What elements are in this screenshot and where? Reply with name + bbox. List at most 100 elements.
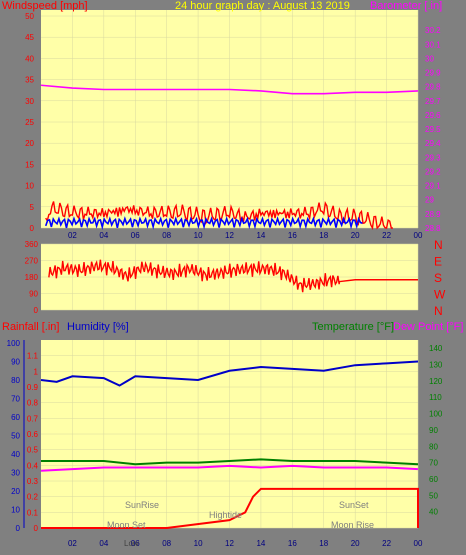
barometer-tick: 29.3 — [425, 153, 441, 162]
direction-tick: 270 — [25, 257, 39, 266]
rain-tick: 0.3 — [27, 477, 39, 486]
windspeed-tick: 30 — [25, 97, 34, 106]
barometer-tick: 29.6 — [425, 111, 441, 120]
rain-tick: 0.5 — [27, 446, 39, 455]
time-tick: 16 — [288, 231, 297, 240]
rain-tick: 0 — [34, 524, 39, 533]
time-tick: 22 — [382, 539, 391, 548]
barometer-tick: 29.5 — [425, 125, 441, 134]
rain-series — [40, 360, 419, 529]
temperature-tick: 70 — [429, 459, 438, 468]
humidity-label: Humidity [%] — [67, 321, 129, 333]
humidity-tick: 90 — [11, 358, 20, 367]
barometer-tick: 29.4 — [425, 139, 441, 148]
rain-tick: 0.2 — [27, 493, 39, 502]
barometer-title: Barometer [.in] — [370, 0, 442, 12]
rainfall-line — [41, 487, 419, 529]
time-tick: 04 — [99, 231, 108, 240]
windspeed-tick: 50 — [25, 12, 34, 21]
humidity-tick: 50 — [11, 432, 20, 441]
time-tick: 12 — [225, 231, 234, 240]
compass-label: S — [434, 271, 442, 285]
time-tick: 20 — [351, 539, 360, 548]
windspeed-line — [45, 201, 393, 231]
time-tick: 12 — [225, 539, 234, 548]
wind-series — [40, 84, 419, 231]
barometer-tick: 29.1 — [425, 182, 441, 191]
wind-plot-grid — [41, 10, 419, 229]
compass-label: N — [434, 238, 443, 252]
time-tick: 22 — [382, 231, 391, 240]
barometer-tick: 30.2 — [425, 26, 441, 35]
direction-tick: 0 — [34, 306, 39, 315]
compass-label: N — [434, 304, 443, 318]
windspeed-tick: 40 — [25, 54, 34, 63]
time-tick: 08 — [162, 539, 171, 548]
rain-tick: 0.8 — [27, 399, 39, 408]
temperature-tick: 110 — [429, 393, 442, 402]
windspeed-tick: 45 — [25, 33, 34, 42]
time-tick: 02 — [68, 231, 77, 240]
direction-tick: 180 — [25, 273, 39, 282]
time-tick: 10 — [194, 539, 203, 548]
temperature-tick: 130 — [429, 361, 443, 370]
temperature-tick: 50 — [429, 491, 438, 500]
windspeed-tick: 15 — [25, 160, 34, 169]
rain-tick: 1 — [34, 367, 39, 376]
barometer-axis: 28.8 28.9 29 29.1 29.2 29.3 29.4 29.5 29.6 29.7 29… — [425, 26, 441, 233]
humidity-tick: 70 — [11, 395, 20, 404]
temperature-line — [41, 458, 419, 466]
time-tick: 06 — [131, 231, 140, 240]
moonrise-label: Moon Rise — [331, 520, 374, 530]
compass-label: W — [434, 288, 446, 302]
humidity-axis: 0 10 20 30 40 50 60 70 80 90 100 — [7, 339, 25, 533]
temperature-tick: 80 — [429, 442, 438, 451]
humidity-tick: 60 — [11, 413, 20, 422]
hightide-label: Hightide — [209, 510, 242, 520]
temperature-tick: 140 — [429, 344, 443, 353]
direction-tick: 90 — [29, 290, 38, 299]
dew-point-label: Dew Point [°F] — [393, 321, 463, 333]
time-tick: 20 — [351, 231, 360, 240]
windspeed-tick: 10 — [25, 182, 34, 191]
rain-tick: 0.7 — [27, 414, 39, 423]
direction-tick: 360 — [25, 240, 39, 249]
time-tick: 14 — [256, 231, 265, 240]
rain-tick: 0.9 — [27, 383, 39, 392]
rain-tick: 0.4 — [27, 461, 39, 470]
time-tick: 18 — [319, 539, 328, 548]
humidity-line — [40, 360, 419, 387]
direction-line — [48, 259, 418, 293]
direction-series — [48, 259, 418, 293]
windspeed-tick: 0 — [30, 224, 35, 233]
barometer-tick: 29.8 — [425, 83, 441, 92]
compass-label: E — [434, 255, 442, 269]
humidity-tick: 30 — [11, 469, 20, 478]
time-tick: 00 — [414, 231, 423, 240]
time-tick: 14 — [256, 539, 265, 548]
barometer-tick: 29.9 — [425, 69, 441, 78]
time-tick: 00 — [414, 539, 423, 548]
humidity-tick: 20 — [11, 487, 20, 496]
humidity-tick: 10 — [11, 506, 20, 515]
time-tick: 18 — [319, 231, 328, 240]
temperature-tick: 60 — [429, 475, 438, 484]
rain-tick: 0.1 — [27, 508, 39, 517]
time-tick: 02 — [68, 539, 77, 548]
temperature-label: Temperature [°F] — [312, 321, 394, 333]
windspeed-axis: 0 5 10 15 20 25 30 35 40 45 50 — [25, 12, 34, 233]
windspeed-tick: 35 — [25, 76, 34, 85]
barometer-tick: 28.9 — [425, 210, 441, 219]
humidity-tick: 100 — [7, 339, 21, 348]
direction-axis: 0 90 180 270 360 — [25, 240, 39, 315]
barometer-tick: 29 — [425, 196, 434, 205]
windspeed-tick: 20 — [25, 139, 34, 148]
rain-tick: 1.1 — [27, 352, 39, 361]
time-tick: 04 — [99, 539, 108, 548]
astro-annotations: SunRise Moon Set Hightide SunSet Moon Ri… — [107, 500, 374, 548]
windspeed-tick: 5 — [30, 203, 35, 212]
barometer-line — [40, 84, 419, 95]
dew-point-line — [40, 464, 419, 472]
